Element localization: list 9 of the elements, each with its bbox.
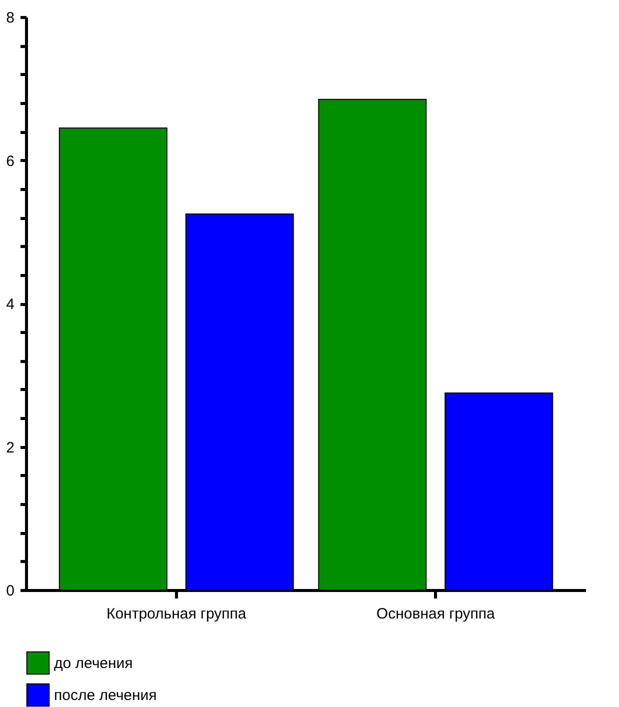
legend-label: после лечения (54, 687, 157, 704)
x-tick-label: Основная группа (376, 606, 496, 622)
y-tick-label: 6 (6, 152, 14, 170)
y-tick-label: 4 (6, 296, 14, 313)
legend-label: до лечения (54, 655, 133, 672)
y-tick-label: 2 (6, 439, 14, 456)
y-tick-label: 0 (6, 582, 14, 600)
y-tick-label: 8 (6, 10, 14, 26)
x-tick-label: Контрольная группа (106, 606, 247, 622)
